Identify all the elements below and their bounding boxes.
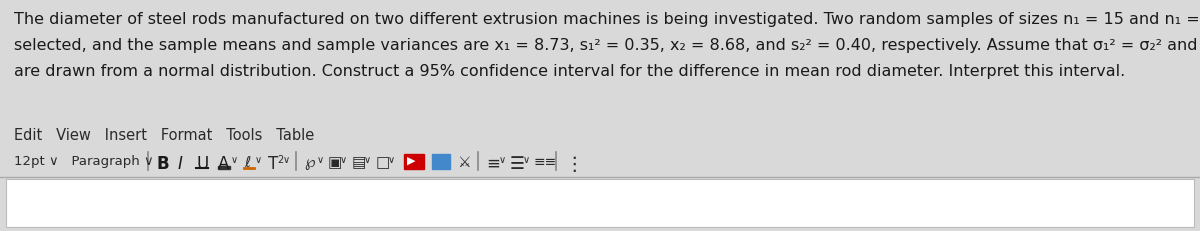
Bar [6, 179, 1194, 227]
Text: are drawn from a normal distribution. Construct a 95% confidence interval for th: are drawn from a normal distribution. Co… [14, 64, 1126, 79]
Text: A: A [218, 154, 229, 172]
Text: Edit   View   Insert   Format   Tools   Table: Edit View Insert Format Tools Table [14, 128, 314, 142]
Text: ∨: ∨ [340, 154, 347, 164]
Text: ∨: ∨ [388, 154, 395, 164]
Text: ∨: ∨ [256, 154, 262, 164]
Text: ⚔: ⚔ [458, 154, 472, 169]
Text: 2: 2 [277, 154, 283, 164]
Text: ≡: ≡ [486, 154, 500, 172]
Text: ∨: ∨ [364, 154, 371, 164]
Text: The diameter of steel rods manufactured on two different extrusion machines is b: The diameter of steel rods manufactured … [14, 12, 1200, 27]
Text: ∨: ∨ [523, 154, 530, 164]
Text: 12pt ∨   Paragraph ∨: 12pt ∨ Paragraph ∨ [14, 154, 154, 167]
Text: U: U [196, 154, 209, 172]
Text: ≡≡: ≡≡ [534, 154, 557, 168]
Text: ∨: ∨ [283, 154, 290, 164]
Text: ▶: ▶ [407, 155, 415, 165]
Text: ☰: ☰ [510, 154, 524, 172]
Text: B: B [156, 154, 169, 172]
Text: I: I [178, 154, 182, 172]
Text: ▤: ▤ [352, 154, 366, 169]
Text: selected, and the sample means and sample variances are x₁ = 8.73, s₁² = 0.35, x: selected, and the sample means and sampl… [14, 38, 1200, 53]
Text: ℘: ℘ [304, 154, 314, 169]
Text: ∨: ∨ [317, 154, 324, 164]
Text: ▣: ▣ [328, 154, 342, 169]
Bar [432, 154, 450, 169]
Text: □: □ [376, 154, 390, 169]
Text: ℓ: ℓ [244, 154, 251, 169]
Text: ⋮: ⋮ [564, 154, 583, 173]
Bar [404, 154, 424, 169]
Text: ∨: ∨ [230, 154, 238, 164]
Bar [218, 166, 230, 169]
Text: ∨: ∨ [499, 154, 506, 164]
Text: T: T [268, 154, 278, 172]
